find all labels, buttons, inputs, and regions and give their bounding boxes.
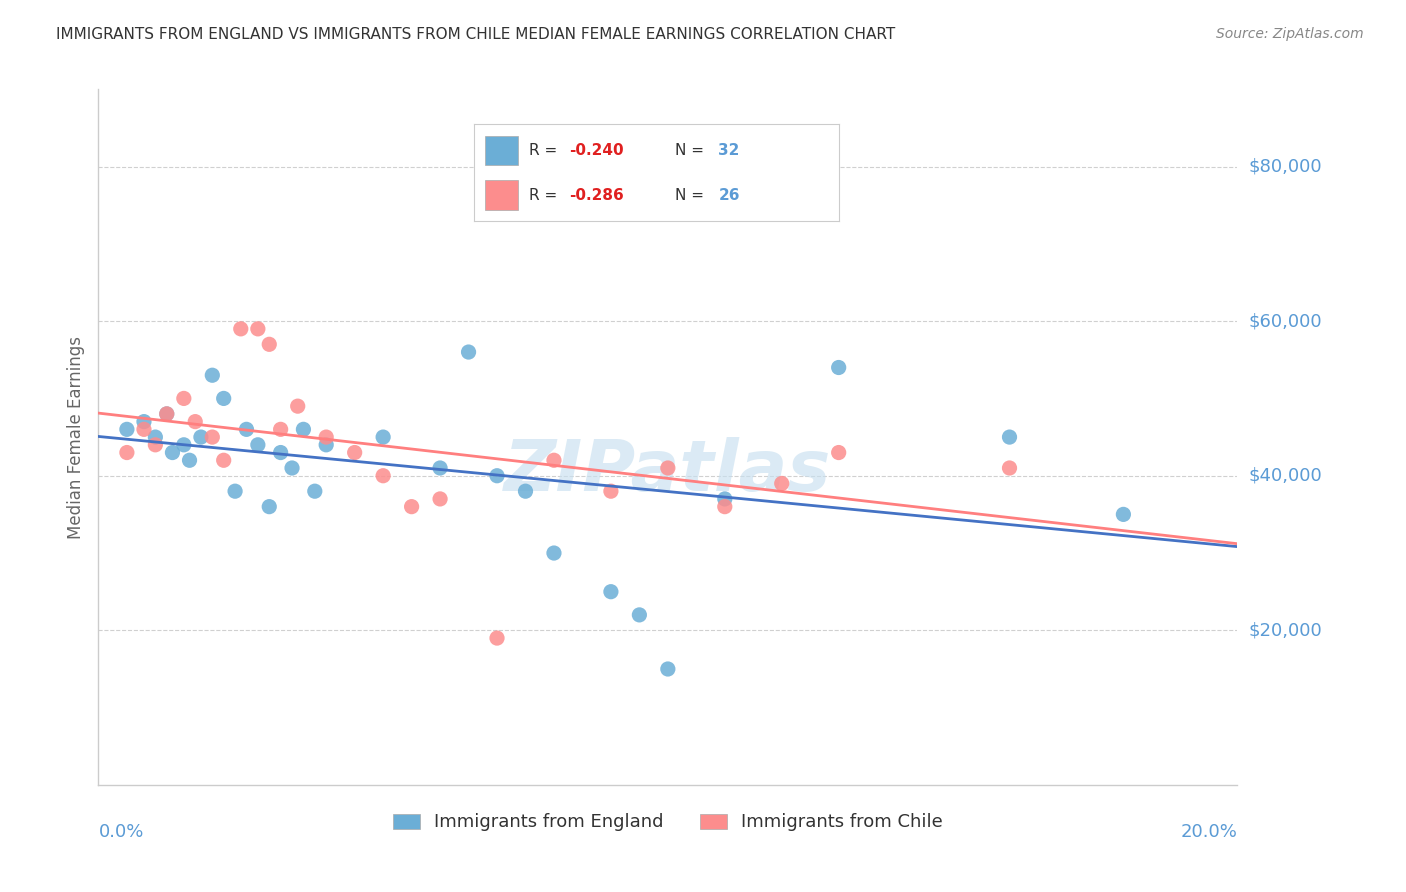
Point xyxy=(486,631,509,645)
Point xyxy=(343,445,366,459)
Point xyxy=(600,584,623,599)
Point xyxy=(270,445,292,459)
Text: 0.0%: 0.0% xyxy=(98,823,143,841)
Y-axis label: Median Female Earnings: Median Female Earnings xyxy=(66,335,84,539)
Point xyxy=(828,360,851,375)
Point xyxy=(156,407,179,421)
Point xyxy=(429,491,451,506)
Text: $80,000: $80,000 xyxy=(1249,158,1322,176)
Point xyxy=(828,445,851,459)
Point xyxy=(998,461,1021,475)
Point xyxy=(235,422,257,436)
Point xyxy=(600,484,623,499)
Point xyxy=(132,415,155,429)
Point xyxy=(401,500,423,514)
Point xyxy=(145,438,167,452)
Point xyxy=(132,422,155,436)
Text: IMMIGRANTS FROM ENGLAND VS IMMIGRANTS FROM CHILE MEDIAN FEMALE EARNINGS CORRELAT: IMMIGRANTS FROM ENGLAND VS IMMIGRANTS FR… xyxy=(56,27,896,42)
Point xyxy=(173,438,195,452)
Point xyxy=(145,430,167,444)
Text: Source: ZipAtlas.com: Source: ZipAtlas.com xyxy=(1216,27,1364,41)
Point xyxy=(173,392,195,406)
Point xyxy=(457,345,479,359)
Text: 20.0%: 20.0% xyxy=(1181,823,1237,841)
Text: $40,000: $40,000 xyxy=(1249,467,1322,484)
Point xyxy=(486,468,509,483)
Text: ZIPatlas: ZIPatlas xyxy=(505,437,831,507)
Point xyxy=(184,415,207,429)
Point xyxy=(429,461,451,475)
Point xyxy=(156,407,179,421)
Point xyxy=(373,468,395,483)
Point xyxy=(543,546,565,560)
Point xyxy=(770,476,793,491)
Point xyxy=(714,500,737,514)
Point xyxy=(212,392,235,406)
Point xyxy=(224,484,246,499)
Point xyxy=(543,453,565,467)
Point xyxy=(115,445,138,459)
Point xyxy=(281,461,304,475)
Point xyxy=(201,368,224,383)
Point xyxy=(292,422,315,436)
Text: $20,000: $20,000 xyxy=(1249,622,1322,640)
Point xyxy=(373,430,395,444)
Legend: Immigrants from England, Immigrants from Chile: Immigrants from England, Immigrants from… xyxy=(385,806,950,838)
Point xyxy=(259,337,281,351)
Point xyxy=(304,484,326,499)
Point xyxy=(287,399,309,413)
Point xyxy=(714,491,737,506)
Point xyxy=(515,484,537,499)
Point xyxy=(229,322,252,336)
Point xyxy=(315,430,337,444)
Point xyxy=(628,607,651,622)
Point xyxy=(998,430,1021,444)
Point xyxy=(657,461,679,475)
Point xyxy=(246,438,269,452)
Point xyxy=(190,430,212,444)
Point xyxy=(179,453,201,467)
Point xyxy=(259,500,281,514)
Point xyxy=(315,438,337,452)
Point xyxy=(201,430,224,444)
Point xyxy=(212,453,235,467)
Point xyxy=(246,322,269,336)
Point xyxy=(115,422,138,436)
Point xyxy=(1112,508,1135,522)
Point xyxy=(657,662,679,676)
Point xyxy=(270,422,292,436)
Text: $60,000: $60,000 xyxy=(1249,312,1322,330)
Point xyxy=(162,445,184,459)
